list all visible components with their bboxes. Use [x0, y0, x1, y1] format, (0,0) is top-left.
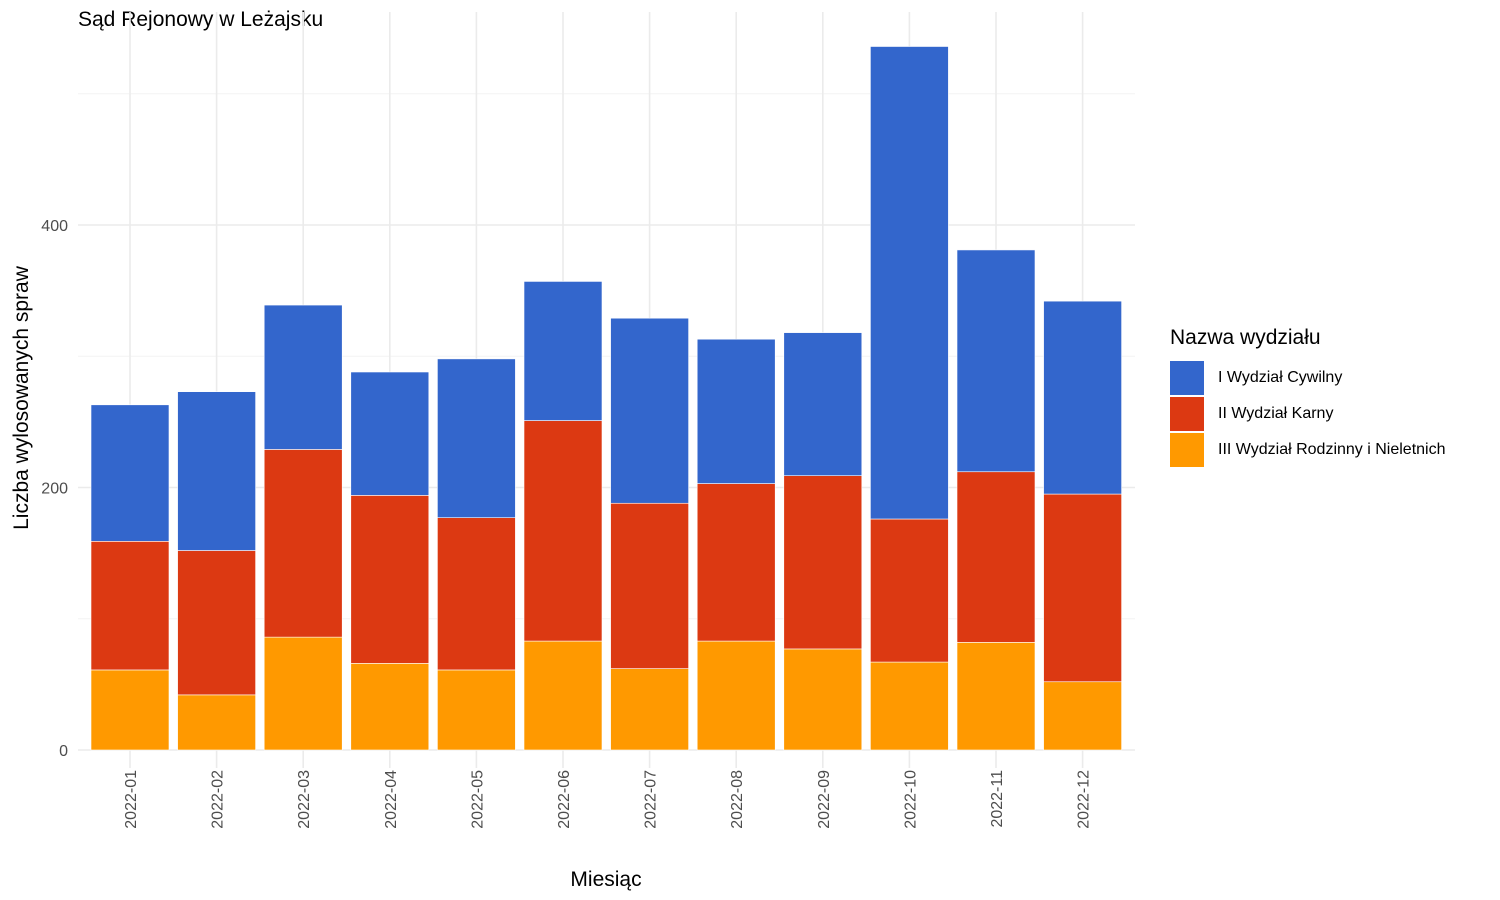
bar-segment — [523, 420, 603, 642]
x-tick-label: 2022-11 — [989, 770, 1006, 828]
bar-segment — [956, 249, 1036, 473]
legend-label: III Wydział Rodzinny i Nieletnich — [1218, 441, 1446, 458]
x-tick-label: 2022-05 — [469, 770, 486, 829]
x-tick-label: 2022-09 — [816, 770, 833, 829]
chart-title: Sąd Rejonowy w Leżajsku — [78, 8, 324, 31]
bar-segment — [1043, 493, 1122, 683]
bar-segment — [350, 663, 430, 751]
x-tick-label: 2022-12 — [1076, 770, 1093, 829]
legend-item: III Wydział Rodzinny i Nieletnich — [1170, 432, 1446, 468]
x-axis-ticks: 2022-01 2022-02 2022-03 2022-04 2022-05 2022-… — [123, 770, 1093, 829]
legend-label: I Wydział Cywilny — [1218, 369, 1343, 386]
legend-item: II Wydział Karny — [1170, 396, 1446, 432]
bar-segment — [90, 404, 170, 542]
bar-segment — [610, 668, 689, 751]
bar-segment — [523, 640, 603, 751]
bar-segment — [523, 281, 603, 421]
legend: Nazwa wydziału I Wydział Cywilny II Wydzi… — [1170, 326, 1446, 468]
x-tick-label: 2022-07 — [643, 770, 660, 829]
bar-segment — [177, 694, 256, 751]
bar-segment — [870, 518, 949, 663]
x-tick-label: 2022-04 — [383, 770, 400, 829]
legend-items: I Wydział Cywilny II Wydział Karny III Wyd… — [1170, 360, 1446, 468]
bar-segment — [177, 391, 256, 551]
bar-segment — [437, 358, 516, 518]
bar-segment — [956, 471, 1036, 643]
y-axis-label: Liczba wylosowanych spraw — [10, 265, 33, 530]
bar-segment — [870, 661, 949, 751]
bar-segment — [90, 541, 170, 671]
x-tick-label: 2022-01 — [123, 770, 140, 829]
x-tick-label: 2022-02 — [210, 770, 227, 829]
bar-segment — [783, 648, 863, 751]
bars — [90, 46, 1122, 751]
bar-segment — [610, 317, 689, 504]
y-tick-label: 200 — [41, 481, 68, 498]
bar-segment — [1043, 300, 1122, 495]
bar-segment — [696, 483, 776, 642]
bar-segment — [263, 636, 343, 751]
x-axis-label: Miesiąc — [570, 868, 641, 891]
bar-segment — [90, 669, 170, 751]
bar-segment — [696, 640, 776, 751]
y-tick-label: 400 — [41, 218, 68, 235]
bar-segment — [177, 550, 256, 696]
x-tick-label: 2022-03 — [296, 770, 313, 829]
bar-segment — [956, 642, 1036, 751]
legend-item: I Wydział Cywilny — [1170, 360, 1446, 396]
legend-title: Nazwa wydziału — [1170, 326, 1321, 349]
bar-segment — [350, 371, 430, 496]
bar-segment — [696, 338, 776, 484]
bar-segment — [783, 332, 863, 476]
bar-segment — [1043, 681, 1122, 751]
x-tick-label: 2022-06 — [556, 770, 573, 829]
bar-segment — [610, 502, 689, 669]
bar-segment — [263, 304, 343, 450]
legend-swatch — [1170, 433, 1204, 467]
legend-swatch — [1170, 397, 1204, 431]
bar-segment — [437, 669, 516, 751]
bar-segment — [437, 517, 516, 671]
bar-segment — [263, 449, 343, 638]
bar-segment — [870, 46, 949, 520]
x-tick-label: 2022-08 — [729, 770, 746, 829]
y-tick-label: 0 — [59, 743, 68, 760]
legend-label: II Wydział Karny — [1218, 405, 1334, 422]
legend-swatch — [1170, 361, 1204, 395]
bar-segment — [350, 495, 430, 664]
x-tick-label: 2022-10 — [902, 770, 919, 829]
bar-segment — [783, 475, 863, 650]
y-axis-ticks: 0 200 400 — [41, 218, 68, 760]
